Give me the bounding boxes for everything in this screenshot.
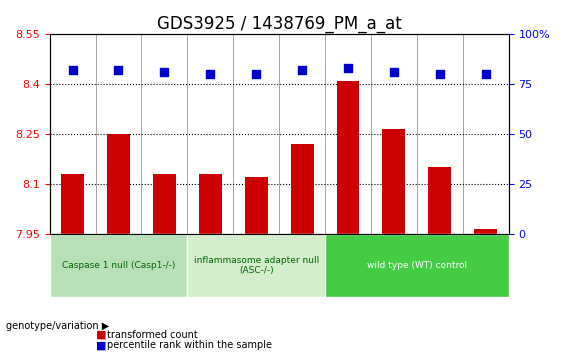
Text: wild type (WT) control: wild type (WT) control xyxy=(367,261,467,270)
Text: inflammasome adapter null
(ASC-/-): inflammasome adapter null (ASC-/-) xyxy=(194,256,319,275)
Bar xyxy=(245,177,268,234)
Title: GDS3925 / 1438769_PM_a_at: GDS3925 / 1438769_PM_a_at xyxy=(157,15,402,33)
Point xyxy=(298,67,307,73)
Bar xyxy=(153,174,176,234)
Point xyxy=(68,67,77,73)
FancyBboxPatch shape xyxy=(325,234,508,297)
Text: ■: ■ xyxy=(96,330,107,339)
Point xyxy=(160,69,169,75)
Point xyxy=(206,72,215,77)
Text: Caspase 1 null (Casp1-/-): Caspase 1 null (Casp1-/-) xyxy=(62,261,175,270)
Bar xyxy=(107,134,130,234)
Text: genotype/variation ▶: genotype/variation ▶ xyxy=(6,321,109,331)
Text: percentile rank within the sample: percentile rank within the sample xyxy=(107,340,272,350)
Bar xyxy=(199,174,221,234)
Text: ■: ■ xyxy=(96,340,107,350)
Bar xyxy=(474,229,497,234)
FancyBboxPatch shape xyxy=(188,234,325,297)
Bar xyxy=(383,129,405,234)
Point xyxy=(251,72,260,77)
Text: transformed count: transformed count xyxy=(107,330,198,339)
FancyBboxPatch shape xyxy=(50,234,188,297)
Point xyxy=(481,72,490,77)
Bar xyxy=(290,144,314,234)
Bar xyxy=(337,81,359,234)
Bar xyxy=(428,167,451,234)
Point xyxy=(389,69,398,75)
Point xyxy=(344,65,353,71)
Point xyxy=(435,72,444,77)
Bar xyxy=(61,174,84,234)
Point xyxy=(114,67,123,73)
